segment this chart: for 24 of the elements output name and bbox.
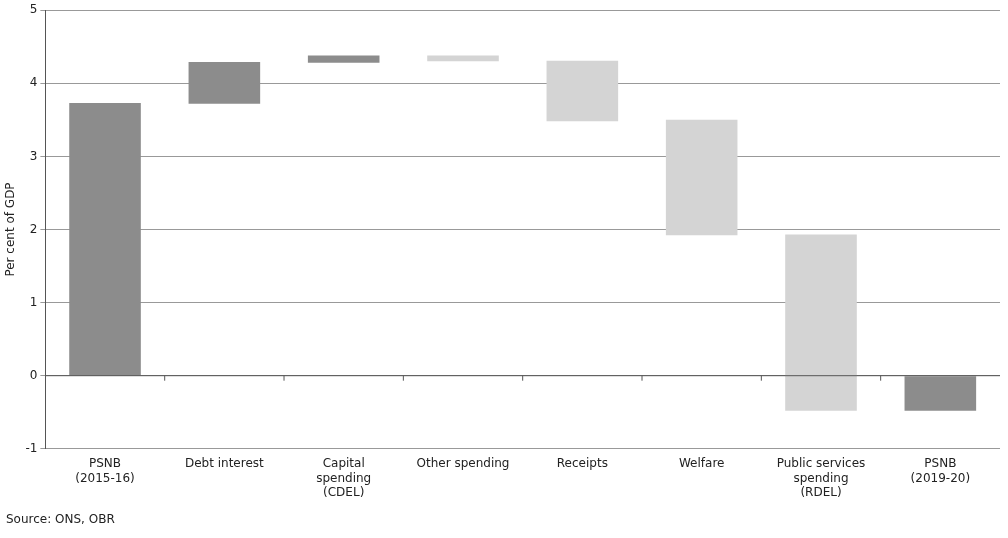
x-tick-label: Welfare	[678, 456, 725, 471]
y-tick-label: 1	[29, 294, 38, 309]
x-tick-label: Public services spending (RDEL)	[776, 456, 866, 499]
y-tick-label: -1	[25, 440, 38, 455]
y-axis-title: Per cent of GDP	[3, 182, 18, 277]
bar	[546, 60, 619, 122]
x-tick-label: PSNB (2015-16)	[75, 456, 135, 485]
bar	[307, 55, 380, 63]
x-tick-label: Receipts	[556, 456, 608, 471]
y-tick-label: 3	[29, 148, 38, 163]
y-tick-label: 5	[29, 2, 38, 17]
source-note: Source: ONS, OBR	[6, 512, 115, 526]
x-tick-label: Debt interest	[184, 456, 265, 471]
y-tick-label: 4	[29, 75, 38, 90]
x-tick-label: Other spending	[416, 456, 510, 471]
bar	[188, 62, 261, 104]
x-tick-label: PSNB (2019-20)	[910, 456, 971, 485]
y-tick-label: 2	[29, 221, 38, 236]
bar	[904, 376, 977, 411]
x-tick-label: Capital spending (CDEL)	[316, 456, 372, 499]
y-tick-label: 0	[29, 367, 38, 382]
bar	[665, 119, 738, 236]
bar	[785, 234, 857, 411]
bar	[69, 103, 141, 376]
